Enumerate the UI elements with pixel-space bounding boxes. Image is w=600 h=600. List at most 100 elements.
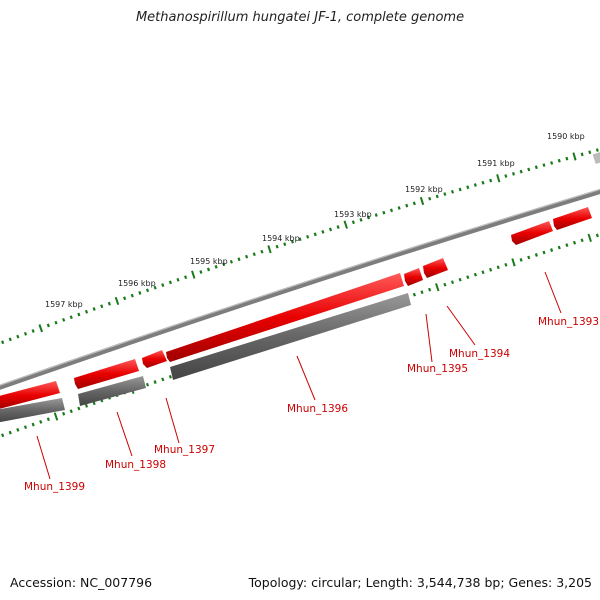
inner-minor-tick — [496, 265, 500, 270]
genome-summary-text: Topology: circular; Length: 3,544,738 bp… — [248, 575, 592, 590]
inner-minor-tick — [550, 248, 554, 252]
outer-minor-tick — [275, 244, 279, 249]
outer-minor-tick — [527, 167, 531, 172]
outer-minor-tick — [519, 169, 523, 174]
outer-minor-tick — [557, 158, 561, 163]
inner-minor-tick — [77, 406, 81, 411]
outer-minor-tick — [245, 254, 249, 259]
outer-minor-tick — [328, 227, 333, 232]
tick-label: 1591 kbp — [477, 159, 515, 168]
outer-minor-tick — [107, 301, 111, 306]
inner-major-tick — [53, 412, 59, 421]
gene-label-connectors — [36, 271, 562, 480]
outer-minor-tick — [69, 315, 73, 320]
outer-minor-tick — [412, 201, 416, 206]
outer-minor-tick — [77, 312, 81, 317]
inner-minor-tick — [31, 422, 35, 427]
inner-minor-tick — [46, 417, 50, 422]
gene-bar-mhun-1396-reverse — [170, 293, 411, 380]
forward-strand-genes — [0, 207, 592, 409]
outer-minor-tick — [458, 187, 462, 192]
outer-minor-tick — [54, 320, 58, 325]
gene-label-mhun-1398: Mhun_1398 — [105, 459, 166, 471]
gene-arrow-mhun-1398 — [74, 359, 139, 389]
outer-minor-tick — [8, 337, 12, 342]
tick-label: 1594 kbp — [262, 234, 300, 243]
inner-minor-tick — [595, 233, 599, 238]
outer-minor-tick — [580, 152, 584, 157]
outer-minor-tick — [199, 270, 203, 274]
outer-minor-tick — [283, 242, 287, 247]
outer-major-tick — [38, 324, 44, 333]
outer-minor-tick — [237, 257, 241, 262]
outer-minor-tick — [428, 196, 432, 201]
inner-minor-tick — [145, 382, 150, 387]
inner-minor-tick — [1, 433, 5, 438]
tick-label: 1592 kbp — [405, 185, 443, 194]
outer-minor-tick — [397, 206, 401, 210]
outer-minor-tick — [473, 183, 477, 187]
outer-minor-tick — [84, 309, 89, 314]
tick-label: 1597 kbp — [45, 300, 83, 309]
outer-minor-tick — [130, 293, 134, 298]
outer-minor-tick — [298, 237, 302, 242]
inner-minor-tick — [473, 272, 477, 277]
outer-minor-tick — [382, 210, 386, 215]
inner-minor-tick — [527, 255, 531, 260]
inner-minor-tick — [153, 380, 157, 384]
outer-major-tick — [343, 220, 348, 229]
inner-minor-tick — [69, 409, 73, 414]
gene-arrow-mhun-1393b — [553, 207, 592, 230]
outer-minor-tick — [389, 208, 394, 213]
outer-minor-tick — [161, 283, 165, 287]
gene-bar-mhun-1399-reverse — [0, 398, 65, 423]
gene-arrow-mhun-1397 — [142, 350, 167, 368]
outer-minor-tick — [62, 318, 66, 322]
tick-label: 1593 kbp — [334, 210, 372, 219]
inner-minor-tick — [489, 267, 493, 272]
gene-edge-fragment — [592, 152, 600, 164]
inner-minor-tick — [23, 425, 28, 430]
outer-minor-tick — [290, 239, 294, 244]
outer-minor-tick — [184, 275, 188, 280]
inner-minor-tick — [580, 238, 584, 243]
inner-minor-tick — [565, 243, 569, 248]
outer-minor-tick — [46, 323, 50, 328]
outer-minor-tick — [123, 296, 127, 301]
outer-major-tick — [572, 152, 577, 161]
outer-major-tick — [191, 270, 196, 279]
outer-minor-tick — [1, 340, 5, 345]
tick-labels: 1590 kbp 1591 kbp 1592 kbp 1593 kbp 1594 kbp… — [45, 132, 585, 309]
outer-minor-tick — [435, 194, 439, 199]
inner-minor-tick — [466, 275, 470, 280]
inner-minor-tick — [519, 258, 523, 262]
outer-minor-tick — [336, 225, 340, 229]
outer-minor-tick — [306, 234, 310, 239]
outer-minor-tick — [214, 265, 218, 269]
outer-minor-tick — [321, 230, 325, 234]
outer-major-tick — [419, 196, 425, 206]
inner-minor-tick — [16, 428, 20, 432]
inner-minor-tick — [504, 262, 508, 267]
inner-major-tick — [435, 283, 440, 292]
outer-minor-tick — [534, 165, 538, 170]
outer-minor-tick — [512, 172, 515, 176]
inner-minor-tick — [62, 411, 66, 416]
outer-minor-tick — [252, 252, 256, 257]
outer-major-tick — [267, 245, 272, 254]
inner-minor-tick — [168, 374, 172, 379]
reverse-strand-genes — [0, 293, 411, 423]
outer-minor-tick — [16, 334, 20, 339]
outer-minor-tick — [23, 331, 28, 336]
outer-minor-tick — [542, 163, 546, 167]
inner-minor-tick — [428, 287, 432, 292]
gene-labels: Mhun_1393 Mhun_1394 Mhun_1395 Mhun_1396 … — [24, 316, 599, 493]
outer-minor-tick — [92, 307, 96, 311]
tick-label: 1595 kbp — [190, 257, 228, 266]
accession-text: Accession: NC_007796 — [10, 575, 153, 590]
outer-minor-tick — [153, 285, 157, 290]
outer-minor-tick — [489, 178, 493, 183]
inner-major-tick — [511, 258, 516, 267]
inner-minor-tick — [420, 290, 424, 295]
